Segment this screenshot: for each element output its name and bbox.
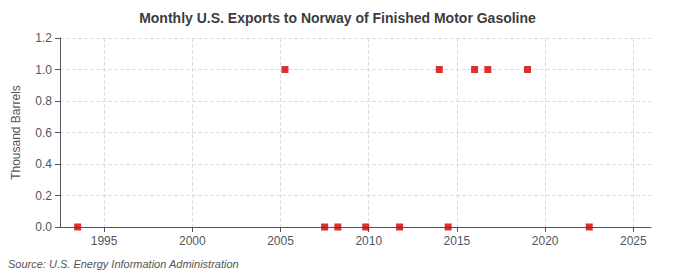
svg-text:2005: 2005 <box>267 234 294 248</box>
svg-text:Thousand Barrels: Thousand Barrels <box>9 85 23 180</box>
svg-text:0.8: 0.8 <box>35 94 52 108</box>
svg-text:1.2: 1.2 <box>35 31 52 45</box>
svg-text:0.6: 0.6 <box>35 126 52 140</box>
svg-text:0.0: 0.0 <box>35 220 52 234</box>
svg-text:1.0: 1.0 <box>35 63 52 77</box>
svg-text:2025: 2025 <box>620 234 647 248</box>
svg-text:2020: 2020 <box>532 234 559 248</box>
svg-text:1995: 1995 <box>91 234 118 248</box>
svg-text:2015: 2015 <box>444 234 471 248</box>
svg-text:0.4: 0.4 <box>35 157 52 171</box>
svg-text:2000: 2000 <box>179 234 206 248</box>
svg-text:Monthly U.S. Exports to Norway: Monthly U.S. Exports to Norway of Finish… <box>139 10 536 26</box>
svg-text:0.2: 0.2 <box>35 189 52 203</box>
svg-text:2010: 2010 <box>355 234 382 248</box>
svg-text:Source: U.S. Energy Informatio: Source: U.S. Energy Information Administ… <box>8 258 239 270</box>
